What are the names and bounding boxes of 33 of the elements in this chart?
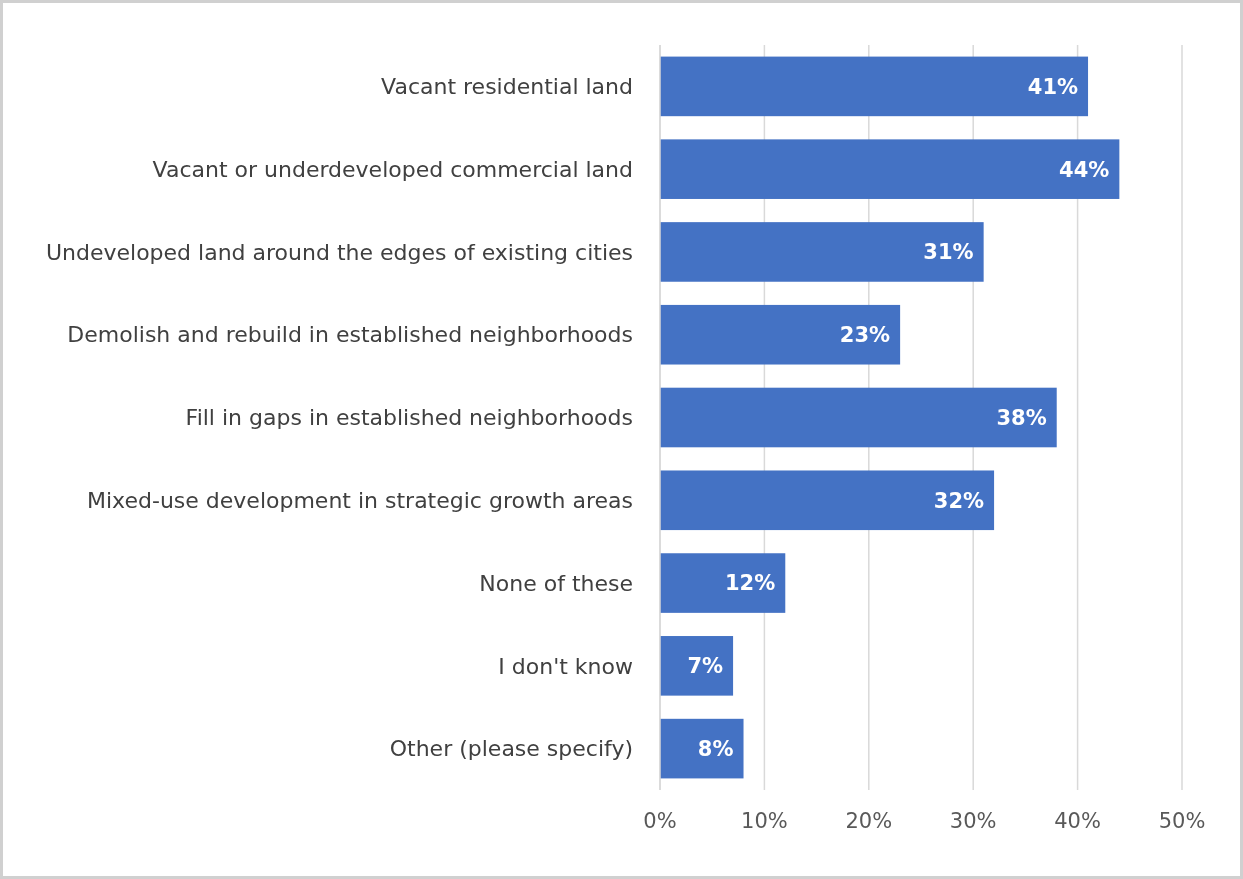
data-label: 38% [996, 405, 1047, 430]
bar [660, 387, 1057, 448]
data-label: 7% [687, 654, 724, 679]
y-tick-label: I don't know [498, 653, 633, 679]
bar [660, 222, 984, 282]
data-label: 8% [697, 736, 734, 761]
bar [660, 470, 995, 531]
x-tick-label: 20% [845, 809, 893, 833]
data-label: 23% [839, 323, 891, 348]
y-tick-label: Other (please specify) [389, 736, 633, 762]
bar [660, 56, 1089, 117]
bar [660, 718, 744, 779]
y-tick-label: Vacant residential land [381, 74, 633, 100]
y-tick-label: Demolish and rebuild in established neighborhoods [67, 322, 633, 348]
x-tick-label: 10% [741, 809, 788, 833]
x-tick-label: 40% [1054, 809, 1101, 833]
x-tick-label: 0% [643, 809, 677, 833]
data-label: 12% [725, 571, 776, 596]
y-tick-label: Mixed-use development in strategic growth areas [87, 487, 633, 513]
x-tick-label: 30% [949, 809, 997, 833]
bar [660, 304, 901, 365]
y-tick-label: Fill in gaps in established neighborhoods [185, 405, 633, 431]
y-tick-label: Undeveloped land around the edges of existing cities [45, 239, 633, 265]
x-tick-label: 50% [1158, 809, 1206, 833]
data-label: 31% [923, 240, 974, 265]
y-tick-label: None of these [479, 570, 633, 596]
bar [660, 553, 786, 613]
data-label: 44% [1059, 157, 1110, 182]
y-tick-label: Vacant or underdeveloped commercial land [152, 156, 633, 182]
bar [660, 139, 1120, 199]
bar [660, 636, 734, 696]
data-label: 32% [933, 488, 985, 513]
data-label: 41% [1027, 74, 1079, 99]
